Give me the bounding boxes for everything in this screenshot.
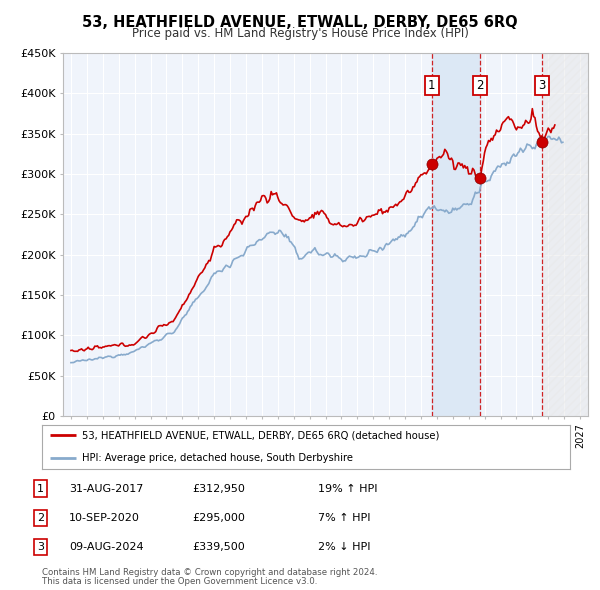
Text: HPI: Average price, detached house, South Derbyshire: HPI: Average price, detached house, Sout…: [82, 453, 353, 463]
Text: 1: 1: [428, 79, 436, 92]
Text: This data is licensed under the Open Government Licence v3.0.: This data is licensed under the Open Gov…: [42, 578, 317, 586]
Text: 3: 3: [538, 79, 546, 92]
Text: 53, HEATHFIELD AVENUE, ETWALL, DERBY, DE65 6RQ: 53, HEATHFIELD AVENUE, ETWALL, DERBY, DE…: [82, 15, 518, 30]
Bar: [431, 53, 480, 416]
Text: Price paid vs. HM Land Registry's House Price Index (HPI): Price paid vs. HM Land Registry's House …: [131, 27, 469, 40]
Text: 2: 2: [37, 513, 44, 523]
Text: £312,950: £312,950: [192, 484, 245, 493]
Text: 1: 1: [37, 484, 44, 493]
Text: 19% ↑ HPI: 19% ↑ HPI: [318, 484, 377, 493]
Bar: [542, 53, 588, 416]
Text: 2% ↓ HPI: 2% ↓ HPI: [318, 542, 371, 552]
Text: 09-AUG-2024: 09-AUG-2024: [69, 542, 143, 552]
Text: 3: 3: [37, 542, 44, 552]
Text: 31-AUG-2017: 31-AUG-2017: [69, 484, 143, 493]
Text: 7% ↑ HPI: 7% ↑ HPI: [318, 513, 371, 523]
Text: 10-SEP-2020: 10-SEP-2020: [69, 513, 140, 523]
Text: 2: 2: [476, 79, 484, 92]
Text: 53, HEATHFIELD AVENUE, ETWALL, DERBY, DE65 6RQ (detached house): 53, HEATHFIELD AVENUE, ETWALL, DERBY, DE…: [82, 431, 439, 440]
Text: £295,000: £295,000: [192, 513, 245, 523]
Text: Contains HM Land Registry data © Crown copyright and database right 2024.: Contains HM Land Registry data © Crown c…: [42, 568, 377, 577]
Text: £339,500: £339,500: [192, 542, 245, 552]
